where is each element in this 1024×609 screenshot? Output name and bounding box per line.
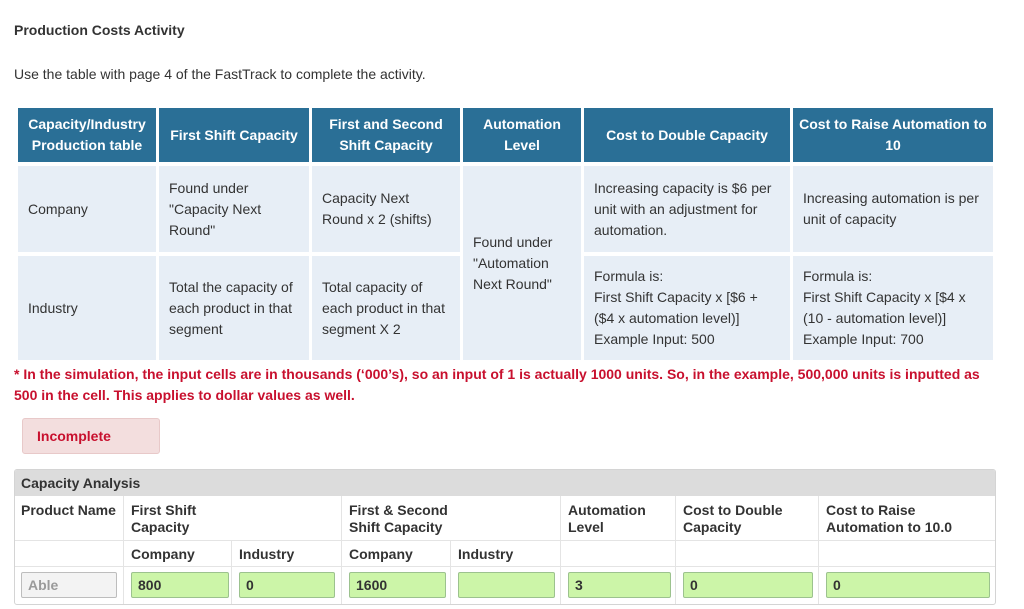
header-cost-raise: Cost to Raise Automation to 10 (793, 108, 993, 162)
reference-row-industry: Industry Total the capacity of each prod… (18, 256, 993, 360)
company-cost-raise: Increasing automation is per unit of cap… (793, 166, 993, 252)
header-first-shift: First Shift Capacity (159, 108, 309, 162)
automation-note: Found under "Automation Next Round" (463, 166, 581, 360)
industry-first-shift: Total the capacity of each product in th… (159, 256, 309, 360)
col-first-second: First & Second Shift Capacity (349, 502, 448, 535)
page-title: Production Costs Activity (14, 22, 185, 38)
header-cost-double: Cost to Double Capacity (584, 108, 790, 162)
reference-table: Capacity/Industry Production table First… (15, 108, 996, 360)
company-cost-double: Increasing capacity is $6 per unit with … (584, 166, 790, 252)
col-automation: Automation Level (568, 502, 646, 535)
col-cost-raise: Cost to Raise Automation to 10.0 (826, 502, 953, 535)
page-instructions: Use the table with page 4 of the FastTra… (14, 66, 426, 82)
first-second-industry-input[interactable] (458, 572, 555, 598)
automation-level-input[interactable] (568, 572, 671, 598)
capacity-analysis-panel: Capacity Analysis Product Name First Shi… (14, 469, 996, 605)
header-capacity-industry: Capacity/Industry Production table (18, 108, 156, 162)
first-second-company-input[interactable] (349, 572, 446, 598)
col-cost-double: Cost to Double Capacity (683, 502, 783, 535)
industry-cost-double: Formula is: First Shift Capacity x [$6 +… (594, 268, 758, 347)
reference-header-row: Capacity/Industry Production table First… (18, 108, 993, 162)
product-name-field[interactable] (21, 572, 117, 598)
header-automation-level: Automation Level (463, 108, 581, 162)
reference-row-company: Company Found under "Capacity Next Round… (18, 166, 993, 360)
cost-raise-input[interactable] (826, 572, 990, 598)
company-first-shift: Found under "Capacity Next Round" (159, 166, 309, 252)
cost-double-input[interactable] (683, 572, 813, 598)
header-first-second-shift: First and Second Shift Capacity (312, 108, 460, 162)
status-badge: Incomplete (22, 418, 160, 454)
sub-first-second-industry: Industry (458, 546, 514, 562)
panel-title: Capacity Analysis (15, 470, 995, 496)
col-first-shift: First Shift Capacity (131, 502, 197, 535)
sub-first-shift-industry: Industry (239, 546, 295, 562)
industry-cost-raise: Formula is: First Shift Capacity x [$4 x… (803, 268, 966, 347)
thousands-note: * In the simulation, the input cells are… (14, 366, 980, 403)
row-label-company: Company (18, 166, 156, 252)
industry-first-second: Total capacity of each product in that s… (312, 256, 460, 360)
sub-first-second-company: Company (349, 546, 413, 562)
first-shift-industry-input[interactable] (239, 572, 335, 598)
first-shift-company-input[interactable] (131, 572, 229, 598)
analysis-grid: Product Name First Shift Capacity First … (15, 496, 995, 604)
company-first-second: Capacity Next Round x 2 (shifts) (312, 166, 460, 252)
sub-first-shift-company: Company (131, 546, 195, 562)
row-label-industry: Industry (18, 256, 156, 360)
col-product-name: Product Name (21, 502, 116, 518)
